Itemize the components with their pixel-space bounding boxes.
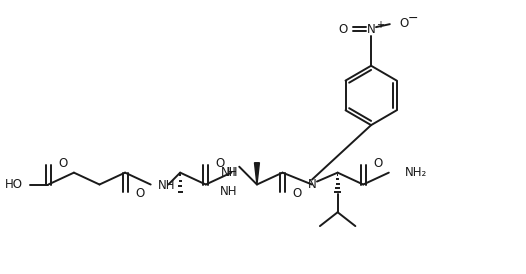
Text: O: O: [292, 187, 301, 200]
Text: O: O: [58, 157, 67, 170]
Text: H: H: [227, 166, 236, 179]
Text: NH: NH: [158, 179, 175, 192]
Text: N: N: [308, 178, 317, 191]
Text: NH: NH: [220, 166, 238, 179]
Text: NH₂: NH₂: [404, 166, 427, 179]
Text: O: O: [338, 23, 347, 36]
Text: −: −: [408, 12, 418, 25]
Text: O: O: [400, 17, 409, 30]
Text: NH: NH: [220, 184, 237, 198]
Text: O: O: [373, 157, 382, 170]
Text: O: O: [216, 157, 225, 170]
Text: N: N: [367, 23, 376, 36]
Text: +: +: [376, 20, 384, 30]
Polygon shape: [255, 163, 259, 184]
Text: HO: HO: [5, 178, 23, 191]
Text: O: O: [135, 187, 144, 200]
